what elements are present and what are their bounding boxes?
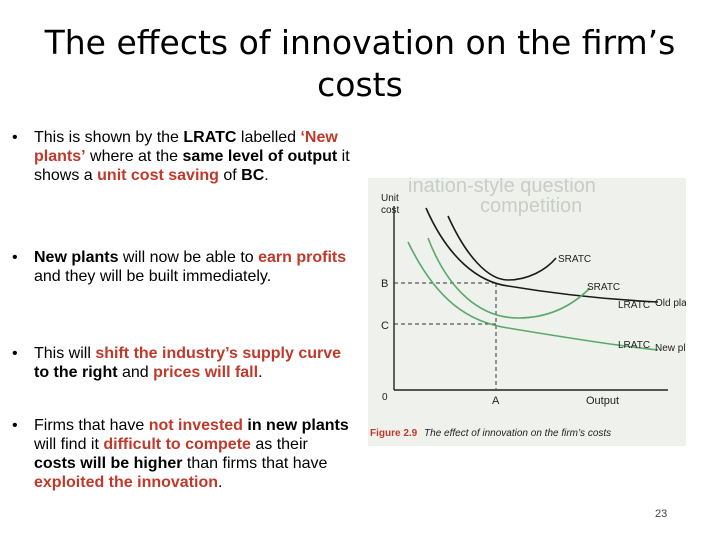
lratc-old-label: LRATC [618,300,650,311]
bullet-text-segment: of [218,167,242,184]
lratc-new-label: LRATC [618,340,650,351]
bullet-text-segment: . [218,474,223,491]
cost-diagram: ination-style question competition Unit … [370,178,686,439]
sratc-old-label: SRATC [558,254,591,265]
bullet-text-segment: not invested [148,417,243,434]
bullet-text-segment: shift the industry’s supply curve [95,345,342,362]
bullet-text-segment: same level of output [182,148,338,165]
slide-title: The effects of innovation on the firm’s … [44,23,676,104]
lratc-new-name: New plants [655,343,686,354]
bullet-text: Firms that have not invested in new plan… [34,416,352,492]
lratc-new-curve [407,241,659,351]
bullet-text-segment: New plants [34,249,119,266]
figure-caption: Figure 2.9 The effect of innovation on t… [370,428,611,439]
lratc-old-name: Old plants [655,298,686,309]
sratc-new-curve [427,237,591,319]
bullet-text: This is shown by the LRATC labelled ‘New… [34,128,352,185]
bullet-text-segment: unit cost saving [97,167,219,184]
bullet-dot-icon: • [12,249,18,266]
bullet-text-segment: will find it [34,436,104,453]
x-axis-label: Output [586,395,619,407]
bullet-dot-icon: • [12,129,18,146]
bullet-text-segment: difficult to compete [103,436,251,453]
bullet-dot-icon: • [12,345,18,362]
bullet-text-segment: exploited the innovation [34,474,219,491]
output-a-label: A [492,395,500,407]
bullet-text-segment: as their [250,436,308,453]
bullet-text-segment: will now be able to [118,249,259,266]
bullet-text: This will shift the industry’s supply cu… [34,344,352,382]
sratc-new-label: SRATC [587,282,620,293]
bullet-text-segment: Firms that have [34,417,149,434]
bullet-text-segment: prices will fall [153,364,259,381]
bullet-text-segment: to the right [34,364,118,381]
page-number: 23 [655,508,668,520]
bullet-text-segment: than firms that have [182,455,328,472]
caption-number: Figure 2.9 [370,428,418,439]
bullet-text-segment: This is shown by the [34,129,184,146]
bullet-text-segment: costs will be higher [34,455,183,472]
y-axis-label: cost [381,205,400,216]
bullet-text-segment: and [117,364,154,381]
lratc-old-curve [425,207,659,303]
sratc-old-curve [447,215,557,281]
cost-b-label: B [381,278,388,290]
bullet-text-segment: it shows a [34,148,350,184]
bullet-text-segment: and they will be built immediately. [34,268,272,285]
bullet-dot-icon: • [12,417,18,434]
bullet-text-segment: in new plants [242,417,349,434]
bullet-text-segment: earn profits [258,249,347,266]
watermark-text: competition [480,195,582,217]
bullet-text-segment: where at the [85,148,183,165]
bullet-text-segment: LRATC [183,129,237,146]
caption-text: The effect of innovation on the firm’s c… [424,428,611,439]
bullet-text-segment: ‘New plants’ [34,129,338,165]
bullet-text-segment: labelled [236,129,301,146]
bullet-text-segment: BC [241,167,265,184]
bullet-text-segment: . [258,364,263,381]
watermark-text: ination-style question [408,178,596,197]
bullet-text-segment: This will [34,345,96,362]
cost-c-label: C [381,320,389,332]
cost-figure: ination-style question competition Unit … [368,178,686,446]
bullet-text-segment: . [264,167,269,184]
bullet-text: New plants will now be able to earn prof… [34,248,352,286]
origin-label: 0 [382,392,388,403]
y-axis-label: Unit [381,193,399,204]
